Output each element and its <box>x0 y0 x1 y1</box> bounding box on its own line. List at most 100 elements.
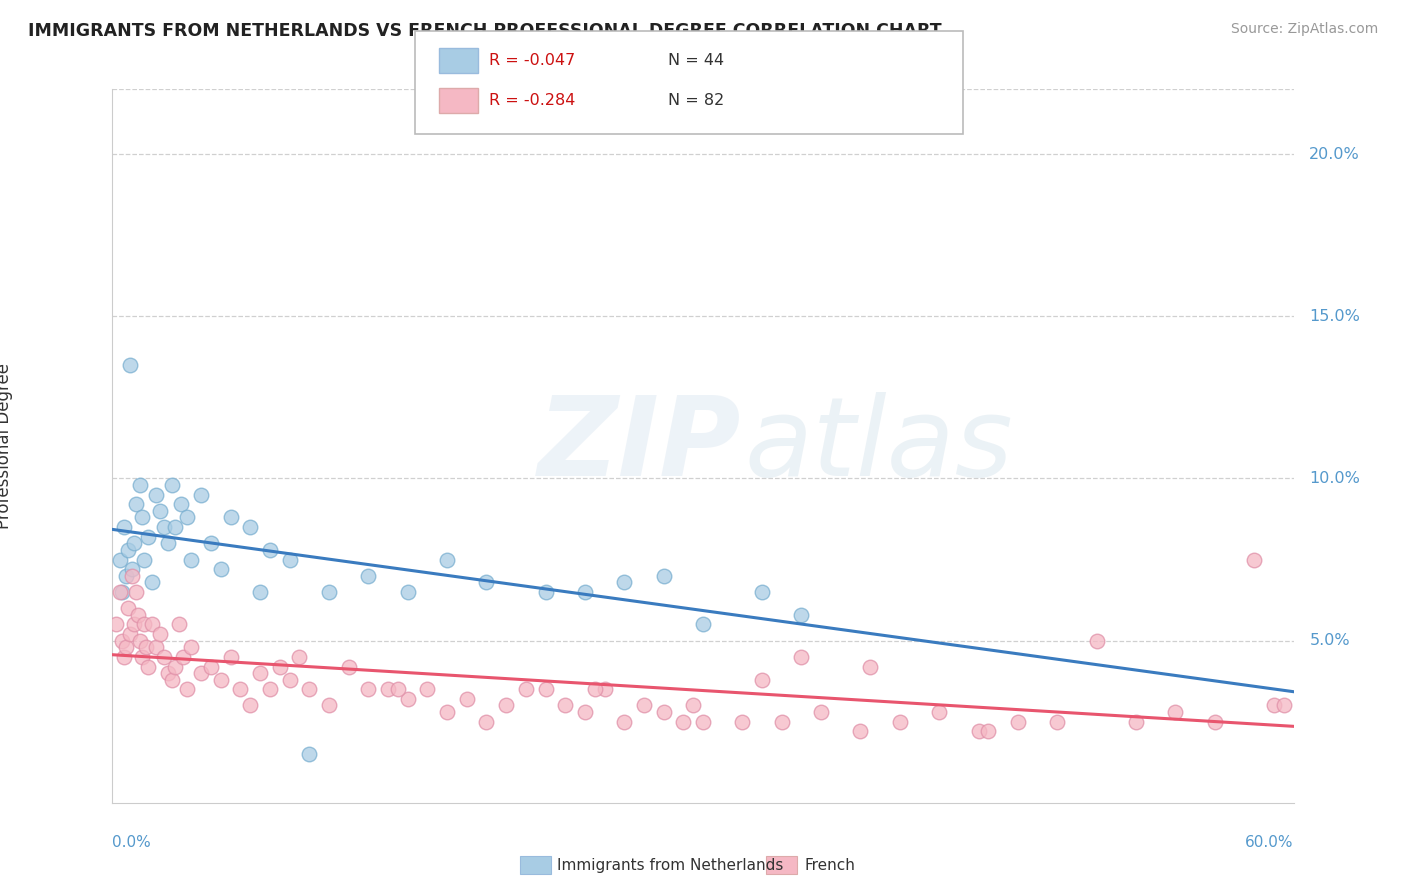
Text: 15.0%: 15.0% <box>1309 309 1360 324</box>
Point <box>120 358 142 372</box>
Point <box>1007 714 1029 729</box>
Text: 20.0%: 20.0% <box>1309 146 1360 161</box>
Point <box>554 698 576 713</box>
Point <box>127 607 149 622</box>
Text: 60.0%: 60.0% <box>1246 835 1294 850</box>
Point <box>141 575 163 590</box>
Point <box>475 575 498 590</box>
Point <box>337 659 360 673</box>
Point <box>790 607 813 622</box>
Point <box>967 724 990 739</box>
Point <box>156 536 179 550</box>
Point <box>105 617 128 632</box>
Point <box>357 568 380 582</box>
Point <box>117 542 139 557</box>
Point <box>731 714 754 729</box>
Text: 10.0%: 10.0% <box>1309 471 1360 486</box>
Point <box>145 640 167 654</box>
Point <box>515 682 537 697</box>
Point <box>180 552 202 566</box>
Point <box>436 705 458 719</box>
Point <box>115 568 138 582</box>
Point <box>200 536 222 550</box>
Point <box>136 530 159 544</box>
Point <box>751 585 773 599</box>
Point <box>125 497 148 511</box>
Point <box>190 488 212 502</box>
Point <box>259 682 281 697</box>
Point <box>111 633 134 648</box>
Point <box>131 649 153 664</box>
Point <box>770 714 793 729</box>
Point <box>751 673 773 687</box>
Point <box>456 692 478 706</box>
Point <box>132 552 155 566</box>
Point <box>229 682 252 697</box>
Point <box>122 617 145 632</box>
Text: N = 44: N = 44 <box>668 54 724 68</box>
Point <box>977 724 1000 739</box>
Text: R = -0.047: R = -0.047 <box>489 54 575 68</box>
Point <box>1243 552 1265 566</box>
Point <box>318 698 340 713</box>
Point <box>209 673 232 687</box>
Point <box>117 601 139 615</box>
Point <box>190 666 212 681</box>
Point <box>574 585 596 599</box>
Point <box>928 705 950 719</box>
Text: atlas: atlas <box>744 392 1012 500</box>
Point <box>298 682 321 697</box>
Point <box>652 568 675 582</box>
Point <box>170 497 193 511</box>
Point <box>219 649 242 664</box>
Text: N = 82: N = 82 <box>668 94 724 108</box>
Point <box>288 649 311 664</box>
Point <box>859 659 882 673</box>
Point <box>129 478 152 492</box>
Point <box>239 698 262 713</box>
Point <box>278 552 301 566</box>
Point <box>180 640 202 654</box>
Point <box>141 617 163 632</box>
Text: Immigrants from Netherlands: Immigrants from Netherlands <box>557 858 783 872</box>
Point <box>269 659 291 673</box>
Point <box>357 682 380 697</box>
Point <box>156 666 179 681</box>
Point <box>209 562 232 576</box>
Point <box>849 724 872 739</box>
Point <box>672 714 695 729</box>
Point <box>125 585 148 599</box>
Point <box>176 510 198 524</box>
Point <box>115 640 138 654</box>
Text: 5.0%: 5.0% <box>1309 633 1350 648</box>
Point <box>377 682 399 697</box>
Point <box>135 640 157 654</box>
Point <box>110 585 132 599</box>
Point <box>172 649 194 664</box>
Point <box>387 682 409 697</box>
Point <box>318 585 340 599</box>
Point <box>121 568 143 582</box>
Point <box>160 673 183 687</box>
Point <box>1204 714 1226 729</box>
Point <box>160 478 183 492</box>
Point <box>692 714 714 729</box>
Point <box>111 585 134 599</box>
Point <box>475 714 498 729</box>
Point <box>131 510 153 524</box>
Point <box>1085 633 1108 648</box>
Point <box>145 488 167 502</box>
Point <box>574 705 596 719</box>
Point <box>652 705 675 719</box>
Point <box>165 659 187 673</box>
Point <box>583 682 606 697</box>
Point <box>593 682 616 697</box>
Point <box>136 659 159 673</box>
Point <box>129 633 152 648</box>
Point <box>613 575 636 590</box>
Point <box>1046 714 1069 729</box>
Point <box>1125 714 1147 729</box>
Point <box>613 714 636 729</box>
Point <box>200 659 222 673</box>
Point <box>889 714 911 729</box>
